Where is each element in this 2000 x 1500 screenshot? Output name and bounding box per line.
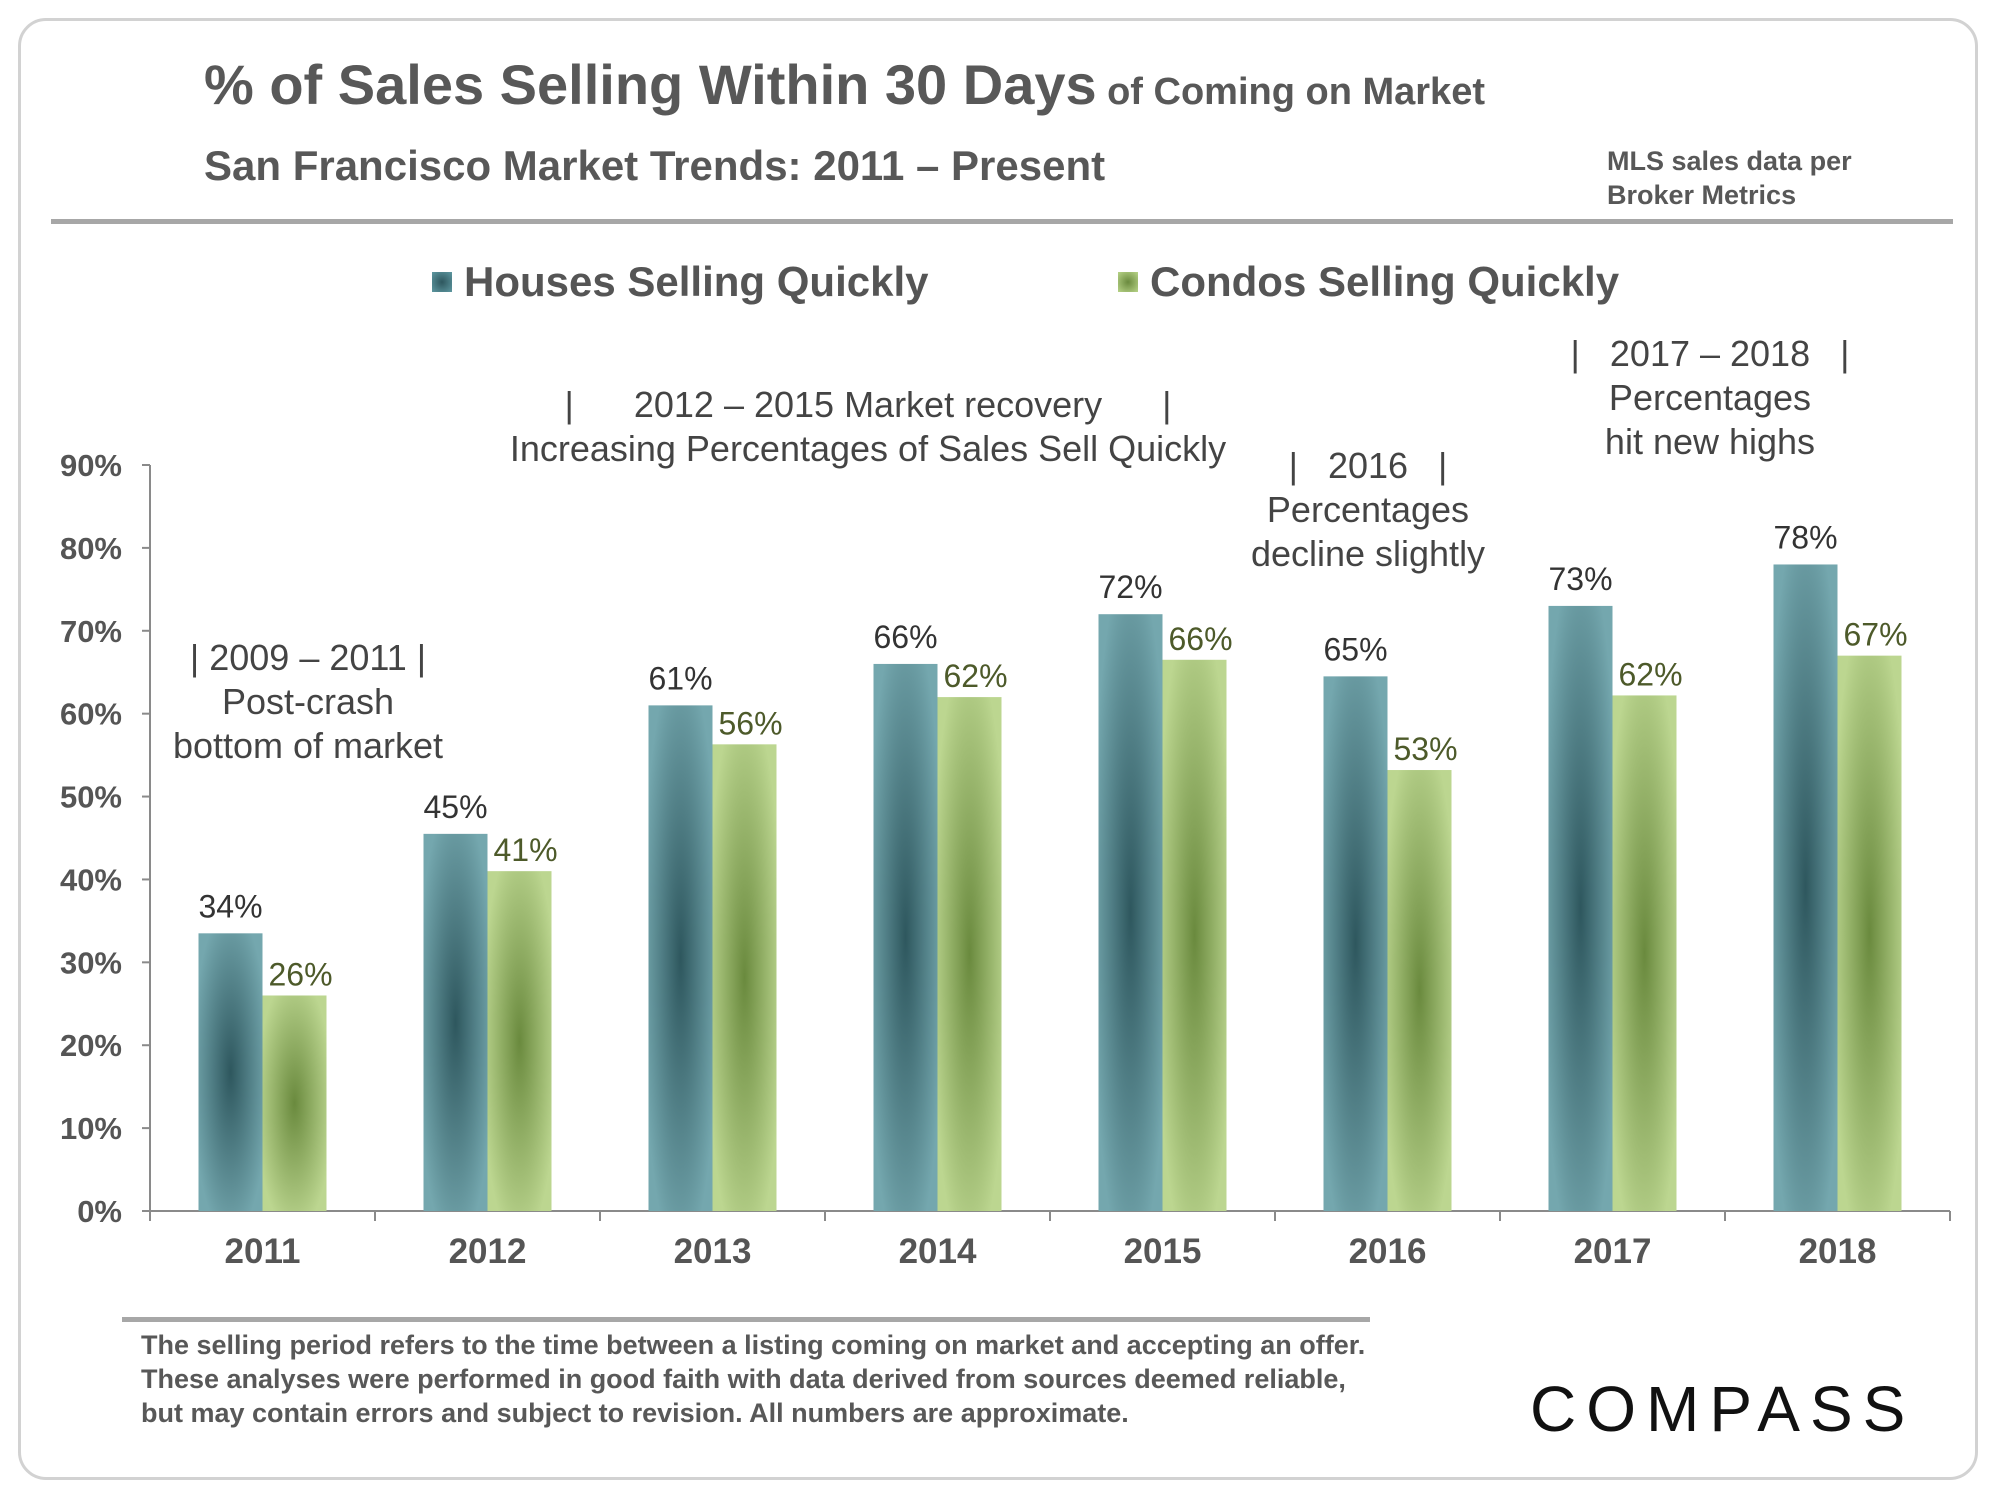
bar-condos	[1837, 655, 1902, 1211]
data-label-houses: 65%	[1323, 631, 1387, 667]
data-label-condos: 41%	[493, 832, 557, 868]
bar-houses	[198, 933, 263, 1211]
legend-swatch-houses	[432, 272, 452, 292]
bar-condos	[262, 995, 327, 1211]
data-label-condos: 67%	[1843, 617, 1907, 653]
y-tick-label: 50%	[60, 780, 122, 815]
legend-item-condos: Condos Selling Quickly	[1118, 258, 1619, 306]
data-label-condos: 56%	[718, 705, 782, 741]
y-tick-label: 20%	[60, 1028, 122, 1063]
data-label-houses: 66%	[873, 619, 937, 655]
y-tick-label: 60%	[60, 697, 122, 732]
data-label-condos: 26%	[268, 956, 332, 992]
data-label-houses: 45%	[423, 789, 487, 825]
data-label-houses: 73%	[1548, 561, 1612, 597]
annotation-2009-2011: | 2009 – 2011 | Post-crash bottom of mar…	[173, 636, 443, 768]
bar-houses	[1323, 676, 1388, 1211]
data-label-houses: 61%	[648, 660, 712, 696]
bar-condos	[1612, 695, 1677, 1211]
legend-label-condos: Condos Selling Quickly	[1150, 258, 1620, 305]
data-label-condos: 62%	[943, 658, 1007, 694]
title-suffix: of Coming on Market	[1107, 71, 1485, 113]
y-tick-label: 70%	[60, 614, 122, 649]
compass-logo: COMPASS	[1530, 1373, 1916, 1445]
legend-label-houses: Houses Selling Quickly	[464, 258, 929, 305]
annotation-line: | 2009 – 2011 |	[189, 637, 427, 678]
chart-subtitle: San Francisco Market Trends: 2011 – Pres…	[204, 142, 1106, 189]
y-tick-label: 10%	[60, 1111, 122, 1146]
annotation-2016: | 2016 | Percentages decline slightly	[1251, 444, 1485, 576]
x-tick-label: 2011	[225, 1232, 301, 1271]
data-label-condos: 66%	[1168, 621, 1232, 657]
bar-condos	[712, 744, 777, 1211]
x-tick-label: 2012	[449, 1232, 527, 1271]
data-label-condos: 53%	[1393, 731, 1457, 767]
title-main: % of Sales Selling Within 30 Days	[204, 53, 1097, 116]
x-tick-label: 2013	[674, 1232, 752, 1271]
bar-houses	[1548, 605, 1613, 1211]
annotation-line: Percentages	[1608, 377, 1812, 418]
bar-condos	[937, 697, 1002, 1211]
data-label-houses: 34%	[198, 888, 262, 924]
annotation-line: hit new highs	[1604, 421, 1816, 462]
legend-swatch-condos	[1118, 272, 1138, 292]
data-label-houses: 72%	[1098, 569, 1162, 605]
bar-houses	[423, 833, 488, 1211]
annotation-line: | 2012 – 2015 Market recovery |	[564, 384, 1172, 425]
annotation-line: | 2017 – 2018 |	[1570, 333, 1850, 374]
y-tick-label: 0%	[77, 1194, 122, 1229]
bar-condos	[1162, 659, 1227, 1211]
annotation-line: decline slightly	[1250, 533, 1486, 574]
bar-houses	[1098, 614, 1163, 1211]
y-tick-label: 90%	[60, 448, 122, 483]
x-tick-label: 2014	[899, 1232, 977, 1271]
data-source-note: MLS sales data per Broker Metrics	[1607, 146, 1852, 210]
data-label-condos: 62%	[1618, 656, 1682, 692]
x-tick-label: 2015	[1124, 1232, 1202, 1271]
annotation-line: Increasing Percentages of Sales Sell Qui…	[509, 428, 1227, 469]
x-tick-label: 2018	[1799, 1232, 1877, 1271]
bar-houses	[1773, 564, 1838, 1211]
bar-condos	[1387, 770, 1452, 1211]
bar-houses	[648, 705, 713, 1211]
footer-divider	[122, 1317, 1370, 1322]
footnote: The selling period refers to the time be…	[141, 1330, 1366, 1428]
y-tick-label: 40%	[60, 862, 122, 897]
bar-condos	[487, 871, 552, 1211]
annotation-line: bottom of market	[172, 725, 444, 766]
chart-title: % of Sales Selling Within 30 Days of Com…	[204, 52, 1485, 117]
annotation-line: Post-crash	[221, 681, 395, 722]
header-divider	[51, 219, 1953, 224]
annotation-2012-2015: | 2012 – 2015 Market recovery | Increasi…	[510, 383, 1226, 471]
annotation-line: | 2016 |	[1288, 445, 1448, 486]
annotation-2017-2018: | 2017 – 2018 | Percentages hit new high…	[1571, 332, 1850, 464]
x-tick-label: 2017	[1574, 1232, 1652, 1271]
annotation-line: Percentages	[1266, 489, 1470, 530]
x-tick-label: 2016	[1349, 1232, 1427, 1271]
legend-item-houses: Houses Selling Quickly	[432, 258, 928, 306]
y-tick-label: 80%	[60, 531, 122, 566]
bar-houses	[873, 663, 938, 1211]
data-label-houses: 78%	[1773, 519, 1837, 555]
y-tick-label: 30%	[60, 945, 122, 980]
